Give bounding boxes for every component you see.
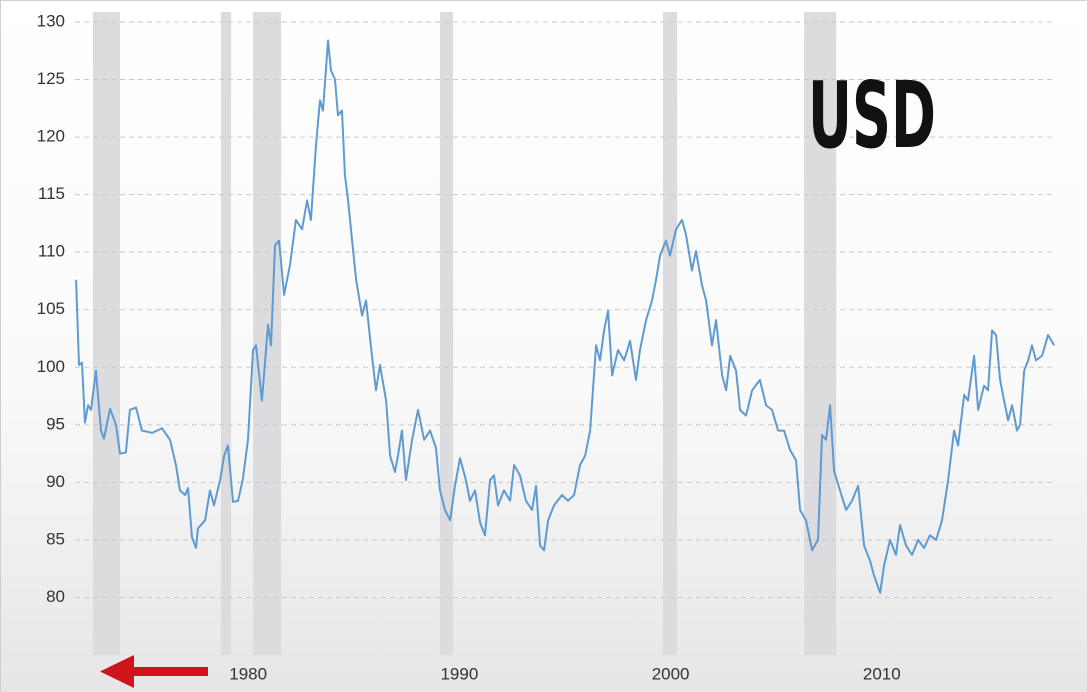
y-tick-label: 110	[38, 242, 65, 261]
y-tick-label: 85	[46, 529, 65, 548]
arrow-head	[100, 655, 134, 688]
x-tick-label: 2010	[863, 664, 901, 683]
recession-bands	[92, 12, 837, 655]
y-tick-label: 120	[37, 127, 65, 146]
y-tick-label: 90	[46, 472, 65, 491]
recession-band	[439, 12, 454, 655]
red-arrow	[100, 655, 208, 688]
y-tick-label: 130	[37, 11, 65, 30]
y-tick-label: 95	[46, 414, 65, 433]
recession-band	[804, 12, 837, 655]
tick-labels: 80 85 90 95 100 105 110 115 120 125 130 1980 1990 200…	[37, 11, 901, 683]
recession-band	[220, 12, 232, 655]
recession-band	[663, 12, 678, 655]
x-tick-label: 2000	[652, 664, 690, 683]
y-tick-label: 125	[37, 69, 65, 88]
x-tick-label: 1980	[229, 664, 267, 683]
y-tick-label: 80	[46, 587, 65, 606]
usd-line	[75, 39, 1056, 594]
x-tick-label: 1990	[440, 664, 478, 683]
series	[75, 39, 1056, 594]
grid	[75, 21, 1055, 598]
y-tick-label: 105	[37, 299, 65, 318]
recession-band	[92, 12, 120, 655]
y-tick-label: 115	[38, 184, 65, 203]
arrow-shaft	[128, 667, 208, 676]
y-tick-label: 100	[37, 357, 65, 376]
annotation: USD	[808, 62, 936, 169]
